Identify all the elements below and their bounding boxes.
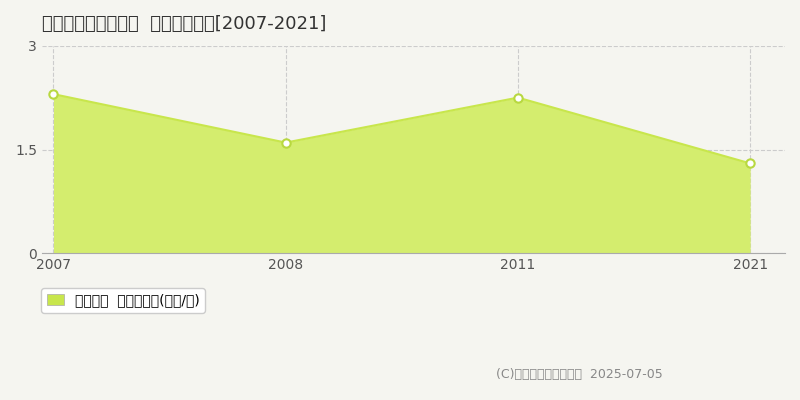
Legend: 土地価格  平均坪単価(万円/坪): 土地価格 平均坪単価(万円/坪) xyxy=(42,288,205,313)
Text: (C)土地価格ドットコム  2025-07-05: (C)土地価格ドットコム 2025-07-05 xyxy=(496,368,662,380)
Text: 東置賜郡川西町堀金  土地価格推移[2007-2021]: 東置賜郡川西町堀金 土地価格推移[2007-2021] xyxy=(42,15,326,33)
